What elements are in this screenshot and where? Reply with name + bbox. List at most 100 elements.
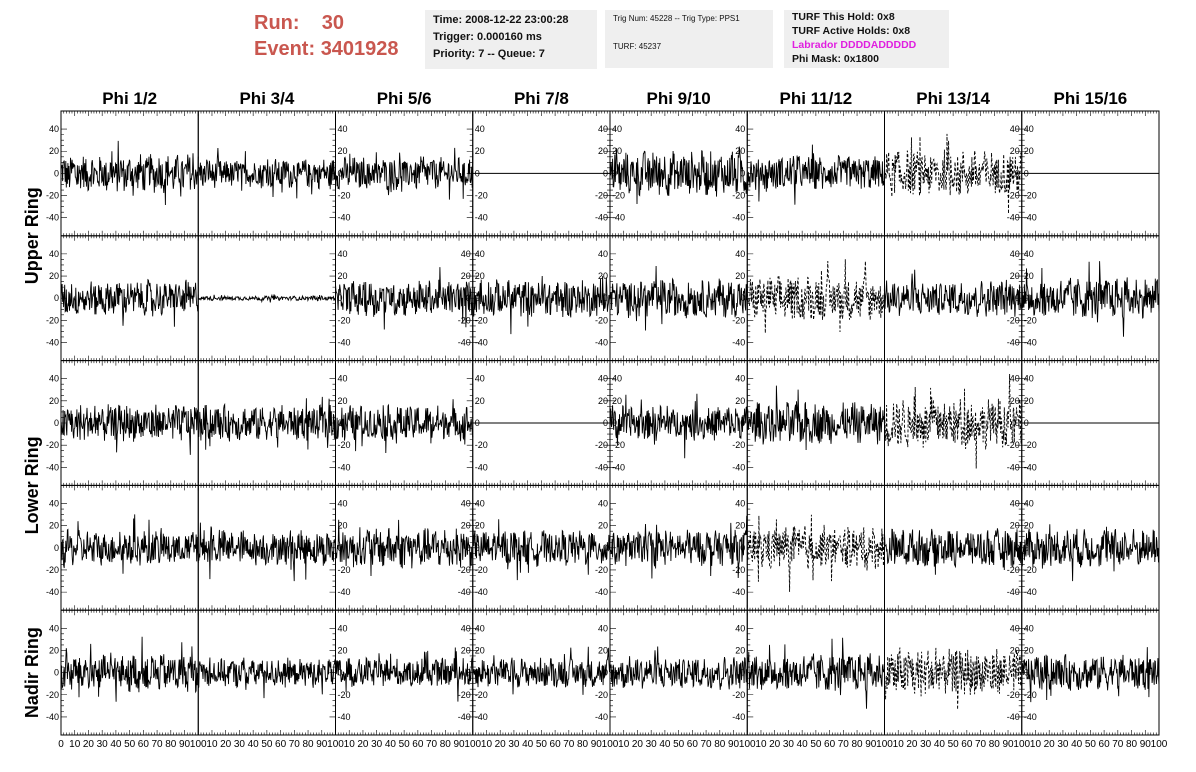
x-tick-label: 80 [989,739,1001,750]
y-tick-label: -40 [732,712,745,722]
trig-num-text: Trig Num: 45228 -- Trig Type: PPS1 [613,14,740,23]
y-tick-label: 0 [740,543,745,553]
y-tick-label: -40 [1024,213,1037,223]
x-tick-label: 10 [344,739,356,750]
y-tick-label: 40 [338,374,348,384]
y-tick-label: 20 [1010,271,1020,281]
y-tick-label: -40 [458,338,471,348]
y-tick-label: -20 [1024,315,1037,325]
y-tick-label: -40 [1007,338,1020,348]
x-tick-label: 80 [1126,739,1138,750]
y-tick-label: 0 [54,543,59,553]
y-tick-label: 20 [338,521,348,531]
x-ticks [609,235,748,361]
x-ticks [609,111,748,236]
trigger-info-box: Trig Num: 45228 -- Trig Type: PPS1 TURF:… [605,10,773,68]
x-tick-label: 90 [1002,739,1014,750]
waveform-trace [609,515,748,579]
x-tick-label: 40 [659,739,671,750]
x-tick-label: 30 [508,739,520,750]
y-tick-label: -20 [1007,440,1020,450]
x-tick-label: 60 [412,739,424,750]
x-tick-label: 40 [522,739,534,750]
x-ticks [60,235,199,361]
waveform-trace [335,647,474,702]
x-ticks [472,235,611,361]
y-tick-label: 40 [1010,249,1020,259]
y-tick-label: 0 [1015,168,1020,178]
x-ticks [335,235,474,361]
y-ticks [1021,378,1028,468]
y-tick-label: 0 [603,668,608,678]
y-tick-label: 0 [603,543,608,553]
y-tick-label: -40 [595,587,608,597]
x-tick-label: 60 [824,739,836,750]
x-tick-label: 40 [248,739,260,750]
y-tick-label: 40 [49,374,59,384]
y-tick-label: 20 [598,396,608,406]
x-tick-label: 50 [536,739,548,750]
y-tick-label: 40 [1024,249,1034,259]
column-title: Phi 5/6 [377,89,432,108]
y-tick-label: 40 [1024,623,1034,633]
y-tick-label: -40 [458,587,471,597]
y-tick-label: -20 [612,440,625,450]
x-ticks [884,485,1023,611]
y-tick-label: -20 [595,440,608,450]
x-ticks [1021,235,1160,361]
y-tick-label: 20 [461,271,471,281]
y-tick-label: 20 [1024,146,1034,156]
waveform-trace [197,293,336,304]
y-tick-label: -20 [475,690,488,700]
turf-info-box: TURF This Hold: 0x8 TURF Active Holds: 0… [784,10,949,68]
phi-mask-text: Phi Mask: 0x1800 [792,53,879,65]
x-ticks [335,485,474,611]
x-tick-label: 20 [1044,739,1056,750]
y-tick-label: -20 [475,191,488,201]
column-title: Phi 7/8 [514,89,569,108]
y-tick-label: 40 [475,498,485,508]
y-tick-label: 20 [475,521,485,531]
y-ticks [472,627,479,718]
turf-hold-text: TURF This Hold: 0x8 [792,11,895,23]
x-tick-label: 10 [755,739,767,750]
x-tick-label: 0 [58,739,64,750]
y-tick-label: 40 [598,498,608,508]
waveform-trace [609,393,748,459]
y-tick-label: -40 [1024,587,1037,597]
x-tick-label: 20 [769,739,781,750]
y-tick-label: 20 [49,146,59,156]
y-tick-label: -40 [338,213,351,223]
waveform-trace [335,267,474,330]
y-ticks [747,253,754,343]
y-tick-label: -40 [612,462,625,472]
y-tick-label: 20 [1024,645,1034,655]
x-tick-label: 100 [327,739,344,750]
x-tick-label: 60 [687,739,699,750]
y-ticks [329,253,336,343]
y-tick-label: 20 [735,521,745,531]
y-tick-label: -20 [595,191,608,201]
x-ticks [60,610,199,735]
y-tick-label: 40 [598,124,608,134]
y-ticks [329,627,336,718]
y-tick-label: 20 [1024,271,1034,281]
y-tick-label: -40 [475,213,488,223]
x-ticks [335,610,474,735]
y-tick-label: -40 [595,462,608,472]
x-tick-label: 30 [783,739,795,750]
x-tick-label: 60 [275,739,287,750]
y-tick-label: 40 [598,249,608,259]
x-tick-label: 10 [206,739,218,750]
y-tick-label: 20 [49,396,59,406]
y-tick-label: 40 [49,124,59,134]
y-tick-label: 40 [338,498,348,508]
waveform-trace [746,637,885,709]
x-ticks [472,111,611,236]
y-tick-label: 20 [598,521,608,531]
y-tick-label: 20 [338,396,348,406]
y-tick-label: -40 [1007,462,1020,472]
y-tick-label: 0 [740,418,745,428]
x-tick-label: 70 [426,739,438,750]
waveform-trace [197,396,336,450]
